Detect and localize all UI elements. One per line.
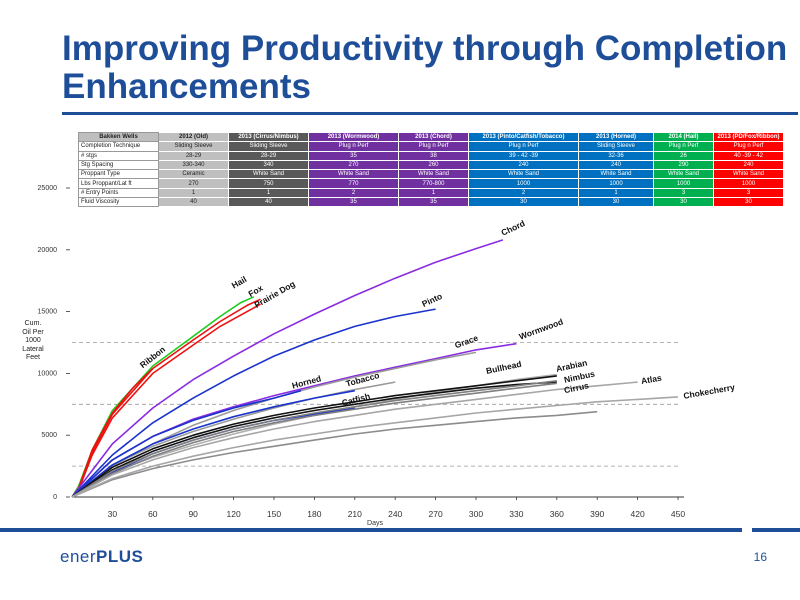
x-tick-label: 420 [631,509,645,519]
footer-bar [0,528,800,532]
x-tick-label: 180 [307,509,321,519]
enerplus-logo: enerPLUS [60,547,143,567]
x-tick-label: 360 [550,509,564,519]
wells-table-header: Bakken Wells 2012 (Old) 2013 (Cirrus/Nimbu… [78,131,784,143]
y-tick-label: 5000 [41,432,57,439]
y-tick-label: 10000 [38,370,58,377]
series-label: Bullhead [485,359,522,376]
series-label: Atlas [640,373,662,387]
series-line-nimbus [71,380,557,498]
series-line-arabian [71,375,557,498]
x-tick-label: 210 [348,509,362,519]
table-row: # stgs 28-29 28-29 35 38 39 - 42 -39 32-36 26 40… [78,150,784,161]
series-label: Hail [230,274,249,290]
series-line-tobacco [71,389,355,498]
x-tick-label: 120 [227,509,241,519]
series-line-bullhead [71,381,557,498]
table-row: # Entry Points 1 1 2 1 2 1 3 3 [78,187,784,199]
series-line-chokecherry [71,396,679,498]
x-tick-label: 300 [469,509,483,519]
slide-title: Improving Productivity through Completio… [62,30,792,106]
x-tick-label: 450 [671,509,685,519]
slide-title-line2: Enhancements [62,67,311,106]
x-tick-label: 60 [148,509,158,519]
page-number: 16 [753,550,767,564]
series-label: Grace [453,333,479,351]
x-tick-label: 390 [590,509,604,519]
slide-title-line1: Improving Productivity through Completio… [62,29,788,68]
wells-table: Bakken Wells 2012 (Old) 2013 (Cirrus/Nimbu… [78,131,784,208]
series-line-prairie-dog [71,303,261,498]
series-line-unlabeled [71,410,598,498]
series-line-chord [71,239,504,498]
series-line-cirrus [71,382,557,498]
logo-part2: PLUS [96,547,144,566]
series-line-atlas [71,381,638,498]
x-axis-label: Days [367,520,383,527]
x-tick-label: 30 [108,509,118,519]
series-label: Chord [500,218,527,238]
title-rule [62,112,798,115]
table-cell: 30 [713,197,784,208]
logo-part1: ener [60,547,97,566]
x-tick-label: 270 [429,509,443,519]
series-label: Chokecherry [683,382,736,401]
x-tick-label: 330 [509,509,523,519]
x-tick-label: 150 [267,509,281,519]
y-tick-label: 20000 [38,247,58,254]
series-line-pinto [71,308,436,498]
series-label: Pinto [420,291,443,309]
table-row: Stg Spacing 330-340 340 270 260 240 240 290 240 [78,159,784,171]
series-label: Wormwood [518,316,565,341]
x-tick-label: 240 [388,509,402,519]
y-tick-label: 25000 [38,185,58,192]
y-axis-label: Cum. Oil Per 1000 Lateral Feet [22,320,44,361]
table-row: Fluid Viscosity 40 40 35 35 30 30 30 30 [78,197,784,208]
series-line-horned [71,389,302,498]
x-tick-label: 90 [188,509,198,519]
y-tick-label: 0 [53,494,57,501]
y-tick-label: 15000 [38,309,58,316]
